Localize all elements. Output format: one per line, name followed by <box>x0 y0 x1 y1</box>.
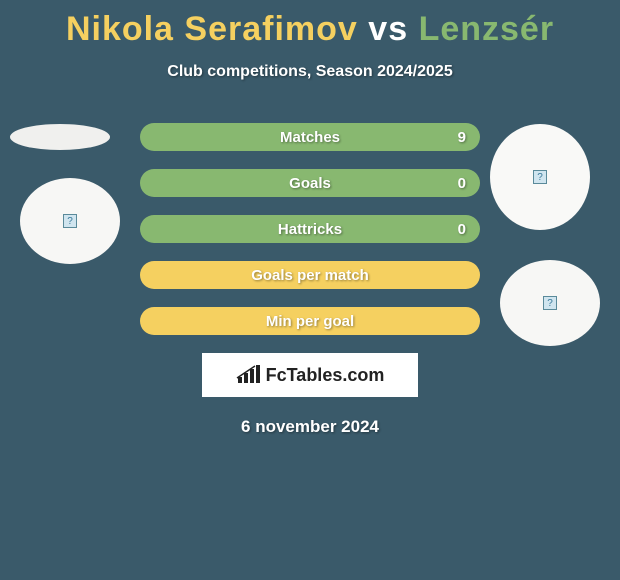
brand-badge: FcTables.com <box>202 353 418 397</box>
image-placeholder-icon: ? <box>533 170 547 184</box>
decorative-ellipse <box>10 124 110 150</box>
stat-value-right: 9 <box>458 129 466 146</box>
stat-row-hattricks: Hattricks 0 <box>140 215 480 243</box>
stat-row-matches: Matches 9 <box>140 123 480 151</box>
player1-photo-circle: ? <box>20 178 120 264</box>
stat-label: Matches <box>140 129 480 146</box>
stat-label: Goals <box>140 175 480 192</box>
stat-row-goals: Goals 0 <box>140 169 480 197</box>
stat-value-right: 0 <box>458 175 466 192</box>
stat-label: Hattricks <box>140 221 480 238</box>
stat-row-mpg: Min per goal <box>140 307 480 335</box>
page-title: Nikola Serafimov vs Lenzsér <box>0 0 620 49</box>
stat-row-gpm: Goals per match <box>140 261 480 289</box>
player2-photo-circle-top: ? <box>490 124 590 230</box>
vs-text: vs <box>368 10 408 48</box>
brand-text: FcTables.com <box>266 365 385 386</box>
date-text: 6 november 2024 <box>0 417 620 437</box>
player2-photo-circle-bottom: ? <box>500 260 600 346</box>
player2-name: Lenzsér <box>419 10 555 48</box>
image-placeholder-icon: ? <box>63 214 77 228</box>
subtitle: Club competitions, Season 2024/2025 <box>0 63 620 81</box>
stat-value-right: 0 <box>458 221 466 238</box>
stat-label: Min per goal <box>140 313 480 330</box>
player1-name: Nikola Serafimov <box>66 10 358 48</box>
brand-chart-icon <box>236 365 262 385</box>
stat-label: Goals per match <box>140 267 480 284</box>
image-placeholder-icon: ? <box>543 296 557 310</box>
